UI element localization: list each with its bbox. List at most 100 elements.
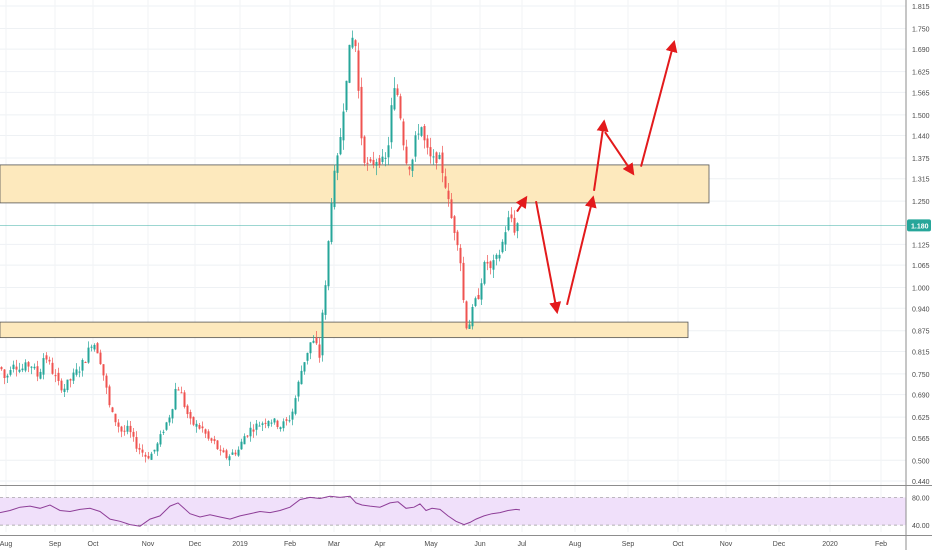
candle-body [57,372,60,381]
candle-body [459,247,462,264]
x-tick-label: Jul [518,541,527,548]
candle-body [207,431,210,439]
candle-body [492,260,495,270]
candle-body [117,422,120,427]
candle-body [21,368,24,371]
candle-body [318,344,321,358]
candle-body [255,423,258,430]
candle-body [324,285,327,315]
y-tick-label: 1.625 [912,70,930,77]
candle-body [9,370,12,375]
candle-body [357,50,360,91]
candle-body [456,231,459,246]
candle-body [495,254,498,259]
candle-body [120,426,123,432]
last-price-badge: 1.180 [907,219,931,232]
rsi-axis-ticks: 80.00 40.00 [912,495,930,530]
candle-body [99,352,102,365]
candles [0,30,519,466]
x-tick-label: 2020 [822,541,838,548]
candle-body [342,111,345,141]
candle-body [270,422,273,424]
candle-body [300,370,303,385]
candle-body [351,37,354,48]
candle-body [219,449,222,451]
candle-body [258,425,261,427]
candle-body [228,456,231,461]
candle-body [234,452,237,455]
candle-body [360,86,363,139]
projection-arrow [535,200,562,315]
candle-body [474,298,477,306]
candle-body [54,375,57,377]
y-tick-label: 1.250 [912,199,930,206]
y-tick-label: 0.625 [912,415,930,422]
candle-body [39,371,42,379]
candle-body [18,369,21,372]
x-tick-label: Nov [142,541,155,548]
candle-body [432,156,435,158]
candle-body [114,413,117,423]
y-tick-label: 1.000 [912,286,930,293]
candle-body [0,367,3,370]
candle-body [6,375,9,378]
candle-body [102,364,105,376]
candle-body [252,429,255,432]
candle-body [72,372,75,381]
candle-body [375,161,378,166]
candle-body [126,425,129,432]
candle-body [231,452,234,455]
candle-body [468,324,471,329]
candle-body [267,420,270,427]
candle-body [27,362,30,367]
candle-body [96,343,99,354]
candle-body [486,261,489,264]
last-price-badge-bg [907,219,931,232]
candle-body [417,133,420,135]
x-tick-label: Feb [875,541,887,548]
candle-body [192,416,195,425]
candle-body [51,362,54,374]
candle-body [462,262,465,301]
x-tick-label: Aug [569,541,582,548]
candle-body [195,423,198,427]
candle-body [372,159,375,165]
candle-body [93,344,96,350]
candle-body [312,340,315,343]
candle-body [291,411,294,420]
candle-body [12,364,15,370]
candle-body [153,449,156,452]
x-tick-label: 2019 [232,541,248,548]
candle-body [213,439,216,442]
candle-body [282,421,285,429]
candle-body [66,379,69,391]
candle-body [84,362,87,364]
rsi-tick-label: 80.00 [912,495,930,502]
candle-body [180,392,183,394]
candle-body [504,232,507,245]
candle-body [150,453,153,460]
x-tick-label: May [424,541,438,548]
candle-body [261,423,264,425]
candle-body [354,40,357,47]
candle-body [63,388,66,392]
candle-body [330,202,333,243]
candle-body [246,435,249,437]
candle-body [378,158,381,165]
candle-body [489,261,492,269]
candle-body [510,214,513,219]
x-tick-label: Dec [189,541,202,548]
candle-body [78,371,81,373]
candle-body [36,366,39,377]
candle-body [201,426,204,429]
candle-body [429,147,432,157]
x-tick-label: Aug [0,541,12,548]
candle-body [189,412,192,419]
candle-body [237,449,240,456]
candle-body [168,417,171,423]
candle-body [369,159,372,162]
x-tick-label: Feb [284,541,296,548]
y-tick-label: 0.750 [912,372,930,379]
candle-body [339,136,342,155]
candle-body [363,136,366,163]
